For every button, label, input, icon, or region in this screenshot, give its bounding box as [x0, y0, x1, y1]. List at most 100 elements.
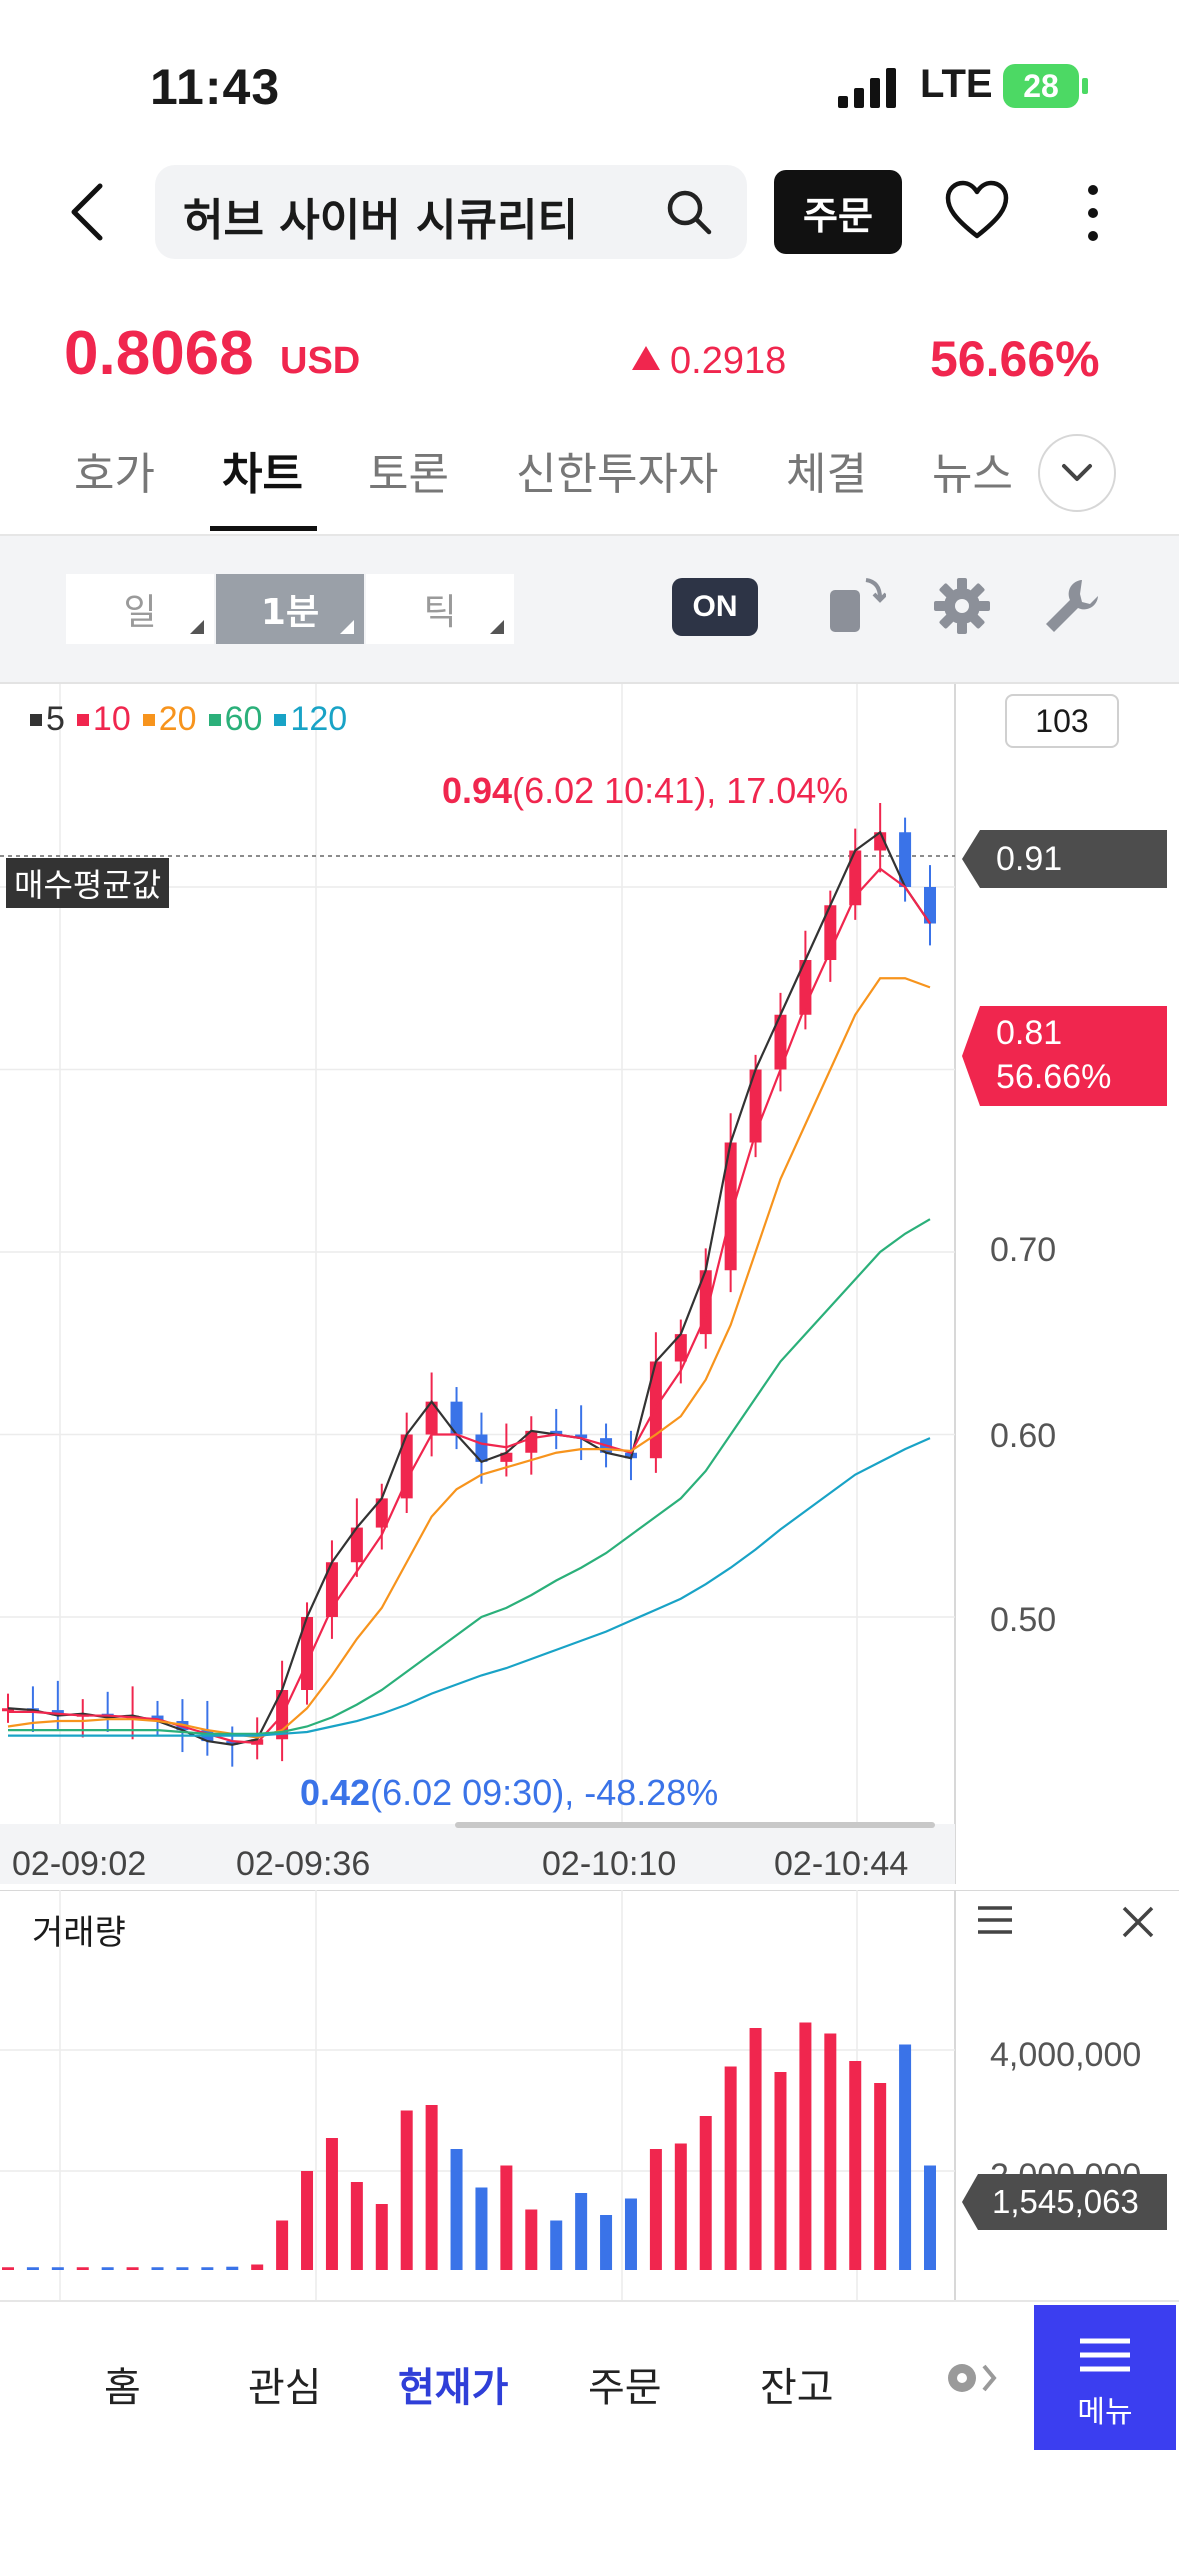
- legend-swatch: [142, 713, 155, 726]
- candle-body: [525, 1430, 538, 1453]
- volume-bar: [2, 2267, 14, 2270]
- volume-bar: [425, 2105, 438, 2270]
- volume-current-badge: 1,545,063: [962, 2174, 1167, 2230]
- chevron-down-icon: [1062, 464, 1092, 481]
- y-tick-label: 0.50: [990, 1601, 1057, 1639]
- price-chart[interactable]: [0, 684, 1179, 1884]
- nav-current-price[interactable]: 현재가: [398, 2365, 509, 2411]
- ma-legend: 5 10 20 60 120: [30, 700, 347, 739]
- volume-bar: [450, 2149, 463, 2270]
- volume-chart[interactable]: [0, 1890, 1179, 2300]
- period-day[interactable]: 일: [66, 574, 214, 644]
- candle-body: [301, 1617, 314, 1690]
- stock-name[interactable]: 허브 사이버 시큐리티: [183, 195, 578, 246]
- volume-bar: [550, 2220, 563, 2270]
- price-change: 0.2918: [670, 340, 787, 382]
- volume-bar: [724, 2066, 737, 2270]
- nav-balance[interactable]: 잔고: [760, 2365, 834, 2411]
- tab-orderbook[interactable]: 호가: [74, 449, 155, 500]
- settings-gear-icon[interactable]: [932, 576, 992, 636]
- volume-bar: [824, 2033, 837, 2270]
- legend-ma60-label: 60: [224, 700, 263, 738]
- battery-cap: [1082, 78, 1088, 94]
- volume-bar: [51, 2267, 64, 2270]
- nav-watchlist[interactable]: 관심: [248, 2365, 322, 2411]
- legend-ma5: 5: [30, 700, 65, 739]
- dropdown-corner-icon: [340, 620, 354, 634]
- volume-bar: [575, 2193, 588, 2270]
- indicator-toggle[interactable]: ON: [672, 578, 758, 636]
- hamburger-icon[interactable]: [976, 1902, 1016, 1938]
- period-tick-label: 틱: [423, 592, 457, 633]
- candle-body: [649, 1361, 662, 1459]
- heart-icon[interactable]: [944, 180, 1010, 242]
- tab-shinhan-investors[interactable]: 신한투자자: [516, 449, 719, 500]
- legend-ma120: 120: [274, 700, 347, 739]
- period-tick[interactable]: 틱: [366, 574, 514, 644]
- legend-ma5-label: 5: [46, 700, 65, 738]
- tab-discussion[interactable]: 토론: [368, 449, 449, 500]
- low-annotation: 0.42(6.02 09:30), -48.28%: [300, 1772, 718, 1814]
- candle-body: [575, 1434, 588, 1439]
- stock-search-box[interactable]: [155, 165, 747, 259]
- search-icon[interactable]: [665, 188, 715, 238]
- legend-ma10-label: 10: [92, 700, 131, 738]
- x-axis-band: [0, 1824, 955, 1884]
- status-time: 11:43: [150, 59, 281, 115]
- price-change-pct: 56.66%: [930, 331, 1100, 387]
- back-arrow-icon[interactable]: [62, 180, 112, 244]
- volume-bar: [874, 2083, 887, 2270]
- volume-bar: [924, 2165, 936, 2270]
- nav-order[interactable]: 주문: [588, 2365, 662, 2411]
- up-triangle-icon: [632, 346, 660, 370]
- candle-body: [425, 1401, 438, 1435]
- order-button[interactable]: 주문: [774, 170, 902, 254]
- badge-price: 0.81: [996, 1014, 1063, 1052]
- legend-ma20: 20: [142, 700, 197, 739]
- volume-bar: [325, 2138, 338, 2270]
- tab-chart[interactable]: 차트: [222, 449, 303, 500]
- period-minute[interactable]: 1분: [216, 574, 364, 644]
- candle-body: [699, 1270, 712, 1335]
- more-icon[interactable]: [1080, 180, 1106, 246]
- volume-bar: [624, 2198, 637, 2270]
- volume-bar: [301, 2171, 314, 2270]
- legend-ma120-label: 120: [290, 700, 348, 738]
- tab-news[interactable]: 뉴스: [932, 449, 1013, 500]
- period-minute-label: 1분: [260, 592, 320, 633]
- volume-bar: [101, 2267, 114, 2270]
- legend-swatch: [76, 713, 89, 726]
- candle-body: [674, 1334, 687, 1362]
- volume-bar: [350, 2182, 363, 2270]
- volume-bar: [649, 2149, 662, 2270]
- gear-more-icon[interactable]: [940, 2350, 1002, 2406]
- avg-price-label: 매수평균값: [6, 858, 170, 908]
- nav-home[interactable]: 홈: [104, 2365, 141, 2411]
- menu-label: 메뉴: [1077, 2395, 1133, 2430]
- rotate-screen-icon[interactable]: [826, 574, 886, 636]
- ma-line-10: [8, 867, 931, 1745]
- close-icon[interactable]: [1120, 1904, 1156, 1940]
- legend-swatch: [274, 713, 287, 726]
- legend-swatch: [208, 713, 221, 726]
- volume-bar: [201, 2267, 214, 2270]
- legend-ma20-label: 20: [158, 700, 197, 738]
- volume-bar: [475, 2187, 488, 2270]
- bottom-nav: [0, 2300, 1179, 2452]
- wrench-icon[interactable]: [1040, 574, 1102, 636]
- low-value: 0.42: [300, 1772, 371, 1813]
- candle-body: [2, 1708, 14, 1712]
- volume-bar: [600, 2215, 613, 2270]
- scroll-thumb: [455, 1822, 935, 1828]
- high-value: 0.94: [442, 770, 513, 811]
- tab-expand-button[interactable]: [1038, 434, 1116, 512]
- candle-body: [924, 887, 936, 924]
- tab-trades[interactable]: 체결: [786, 449, 867, 500]
- volume-bar: [525, 2209, 538, 2270]
- scale-count-box[interactable]: 103: [1005, 694, 1119, 748]
- volume-bar: [699, 2116, 712, 2270]
- avg-price-value: 0.91: [996, 840, 1063, 878]
- candle-body: [375, 1498, 388, 1528]
- volume-bar: [126, 2267, 139, 2270]
- menu-button[interactable]: 메뉴: [1034, 2305, 1176, 2450]
